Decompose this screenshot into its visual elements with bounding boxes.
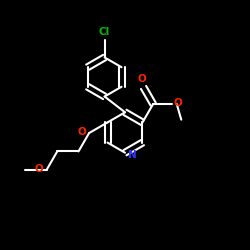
Text: O: O bbox=[138, 74, 147, 84]
Text: N: N bbox=[128, 150, 137, 160]
Text: O: O bbox=[77, 127, 86, 137]
Text: Cl: Cl bbox=[99, 28, 110, 38]
Text: O: O bbox=[174, 98, 182, 108]
Text: O: O bbox=[35, 164, 43, 173]
